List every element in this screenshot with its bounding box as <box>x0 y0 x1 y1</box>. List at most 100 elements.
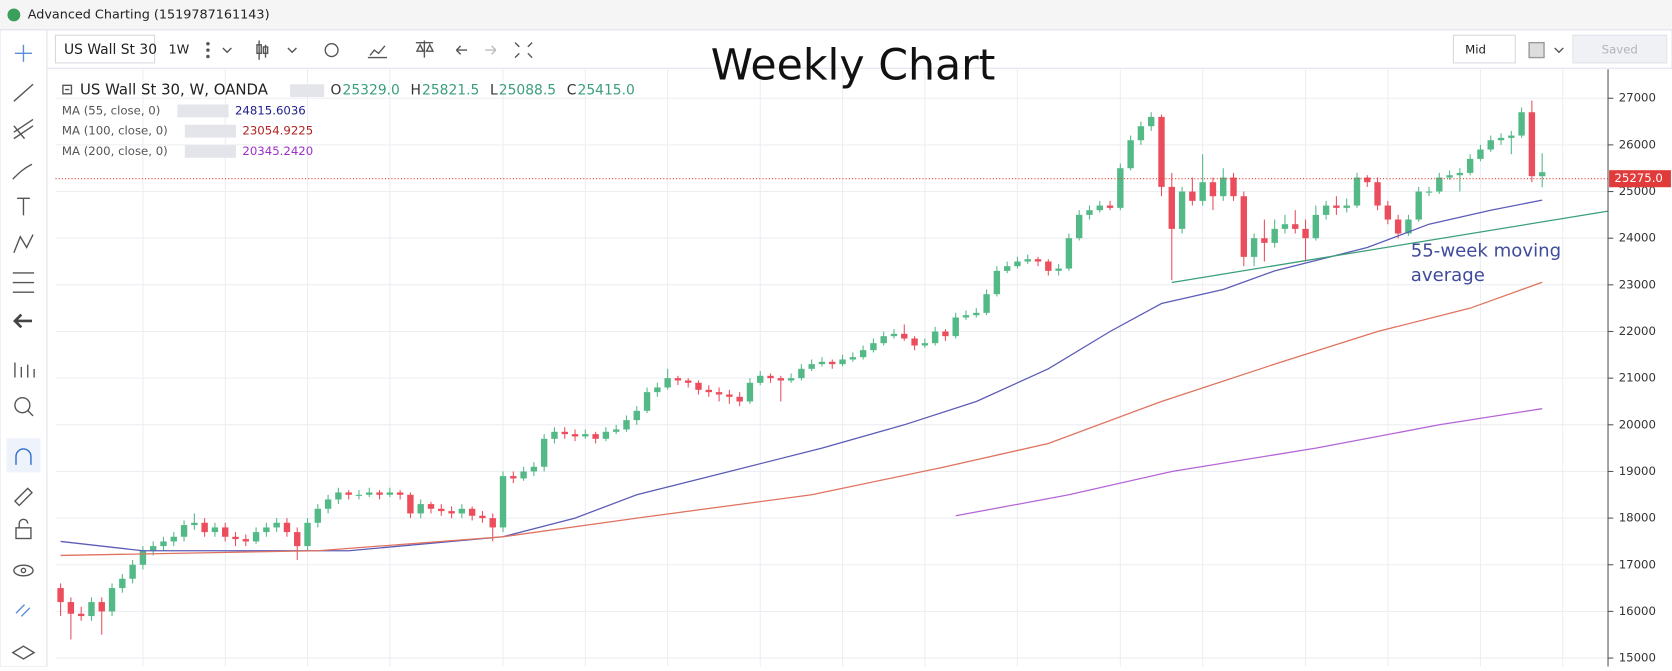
candle-body <box>1045 261 1052 271</box>
candle-body <box>180 525 188 537</box>
candle-body <box>664 378 671 388</box>
candle-body <box>654 387 661 393</box>
candle-body <box>1117 168 1124 208</box>
candle-body <box>859 350 867 358</box>
candle-body <box>1055 268 1062 271</box>
candle-body <box>1250 238 1258 257</box>
candle-body <box>201 522 208 533</box>
candle-body <box>643 392 651 411</box>
candle-body <box>592 434 599 439</box>
candle-body <box>57 588 64 603</box>
candle-body <box>1538 172 1546 177</box>
ma-buttons <box>177 104 229 118</box>
candle-body <box>1333 205 1340 208</box>
price-type: Mid <box>1465 43 1486 57</box>
price-type-box[interactable] <box>1452 34 1516 64</box>
candle-body <box>973 312 980 316</box>
candle-body <box>612 429 620 432</box>
candle-body <box>1189 191 1196 201</box>
candle-body <box>1343 205 1350 208</box>
candle-body <box>1364 177 1371 183</box>
y-tick-label: 17000 <box>1619 557 1656 571</box>
candle-body <box>942 331 949 337</box>
trendline <box>1171 210 1609 284</box>
candle-body <box>726 394 733 397</box>
candle-body <box>335 492 342 500</box>
candle-body <box>736 396 743 402</box>
candle-body <box>1415 191 1422 220</box>
candle-body <box>149 546 157 551</box>
candle-body <box>355 494 363 496</box>
title-bar <box>0 0 1672 30</box>
y-tick-label: 26000 <box>1619 137 1656 151</box>
candle-body <box>510 476 517 479</box>
collapse-icon[interactable] <box>62 84 73 95</box>
symbol-box[interactable] <box>54 34 156 64</box>
ma-buttons <box>184 145 236 158</box>
candle-body <box>1230 177 1237 197</box>
ohlc-key: H <box>411 83 421 99</box>
candle-body <box>818 361 826 365</box>
candle-body <box>1497 137 1505 141</box>
candle-body <box>921 343 929 346</box>
candle-body <box>787 378 795 381</box>
series-layer <box>55 100 1609 640</box>
candle-body <box>1137 126 1145 141</box>
candle-body <box>571 434 579 437</box>
candle-body <box>427 504 435 509</box>
candle-body <box>1158 116 1165 187</box>
candle-body <box>777 378 785 381</box>
left-toolbar <box>0 29 48 667</box>
candle-body <box>160 541 167 547</box>
candle-body <box>1394 219 1402 234</box>
toolbar-icons <box>206 40 1564 60</box>
candle-body <box>890 333 898 337</box>
candle-body <box>304 522 311 547</box>
candle-body <box>623 420 630 430</box>
candle-body <box>77 613 85 617</box>
candle-body <box>1487 140 1494 150</box>
candle-body <box>232 536 239 540</box>
save-button[interactable] <box>1572 34 1668 64</box>
candle-body <box>283 522 291 533</box>
candle-body <box>602 431 610 439</box>
candle-body <box>170 536 177 542</box>
candle-body <box>499 476 507 528</box>
annotation-text: average <box>1411 265 1485 286</box>
candle-body <box>705 389 712 393</box>
last-price-label: 25275.0 <box>1614 171 1662 185</box>
candle-body <box>1528 112 1536 177</box>
candle-body <box>685 380 692 383</box>
ma-value: 23054.9225 <box>242 124 313 138</box>
y-tick-label: 22000 <box>1619 324 1656 338</box>
candle-body <box>674 378 682 381</box>
candle-body <box>530 466 538 472</box>
chart-title: Weekly Chart <box>711 41 996 91</box>
annotation: 55-week moving average <box>1411 241 1561 287</box>
annotation-text: 55-week moving <box>1411 241 1561 262</box>
candle-body <box>88 602 95 617</box>
candle-body <box>407 494 414 514</box>
save-label: Saved <box>1602 43 1638 57</box>
candle-body <box>1168 186 1175 229</box>
candle-body <box>911 338 918 346</box>
candle-body <box>520 471 527 479</box>
candle-body <box>448 511 455 514</box>
candle-body <box>108 588 116 612</box>
candle-body <box>252 532 260 542</box>
candle-body <box>540 438 548 467</box>
legend-buttons <box>290 84 325 98</box>
candle-body <box>438 508 445 512</box>
last-price-tag <box>1609 170 1671 188</box>
ma-name: MA (55, close, 0) <box>62 103 160 117</box>
candle-body <box>1003 266 1011 271</box>
window-title: Advanced Charting (1519787161143) <box>28 7 270 22</box>
ma-name: MA (200, close, 0) <box>62 144 168 158</box>
candle-body <box>1199 182 1206 201</box>
candle-body <box>829 361 836 365</box>
candle-body <box>1425 191 1433 193</box>
candle-body <box>901 333 908 339</box>
interval[interactable]: 1W <box>168 43 189 58</box>
candle-body <box>1178 191 1186 229</box>
